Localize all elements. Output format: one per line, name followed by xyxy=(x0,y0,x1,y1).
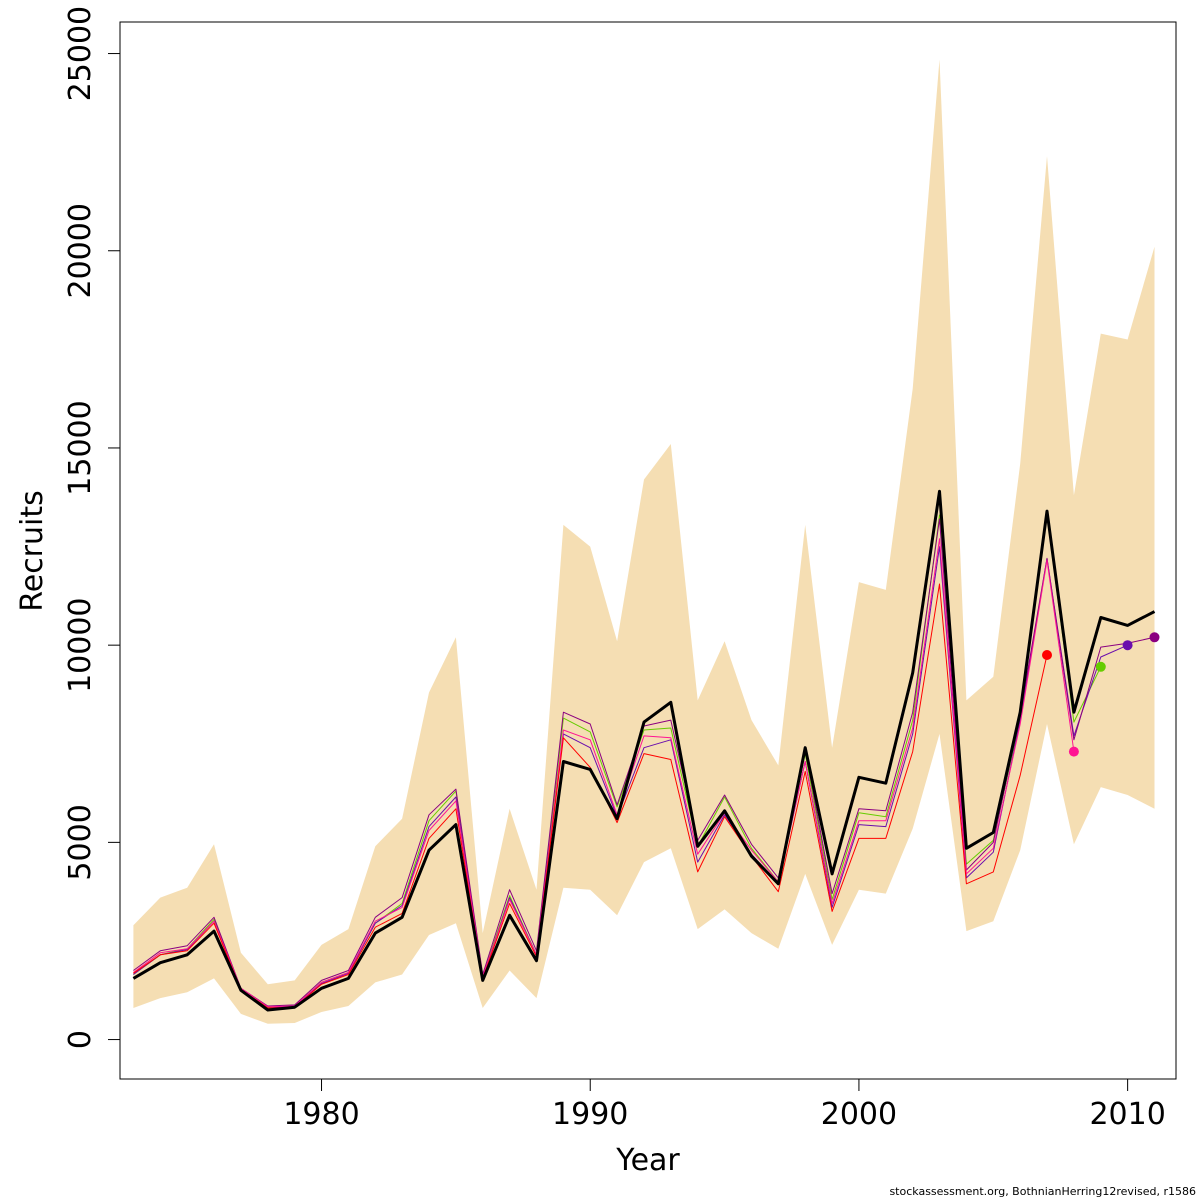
x-axis-title: Year xyxy=(615,1143,680,1178)
credit-footer: stockassessment.org, BothnianHerring12re… xyxy=(889,1185,1196,1198)
x-tick-label-1990: 1990 xyxy=(552,1097,628,1132)
axes-layer: 1980 1990 2000 2010 0 5000 10000 15000 20000 2500… xyxy=(63,6,1166,1132)
confidence-band xyxy=(133,59,1155,1024)
x-tick-label-1980: 1980 xyxy=(283,1097,359,1132)
y-tick-label-15000: 15000 xyxy=(63,400,98,495)
endpoint-marker-2011 xyxy=(1149,632,1160,643)
endpoint-marker-2009 xyxy=(1095,661,1106,672)
x-tick-label-2000: 2000 xyxy=(821,1097,897,1132)
y-tick-label-10000: 10000 xyxy=(63,597,98,692)
y-tick-label-5000: 5000 xyxy=(63,804,98,880)
endpoint-marker-2008 xyxy=(1068,746,1079,757)
endpoint-marker-2010 xyxy=(1122,640,1133,651)
y-tick-label-25000: 25000 xyxy=(63,6,98,101)
confidence-band-layer xyxy=(133,59,1155,1024)
y-tick-label-20000: 20000 xyxy=(63,203,98,298)
series-layer xyxy=(132,489,1156,1012)
series-line-0 xyxy=(132,489,1156,1012)
y-tick-label-0: 0 xyxy=(63,1030,98,1049)
y-axis-title: Recruits xyxy=(15,490,50,612)
x-tick-label-2010: 2010 xyxy=(1089,1097,1165,1132)
series-line-4 xyxy=(133,538,1075,1008)
endpoint-layer xyxy=(1042,632,1160,757)
endpoint-marker-2007 xyxy=(1042,650,1052,660)
